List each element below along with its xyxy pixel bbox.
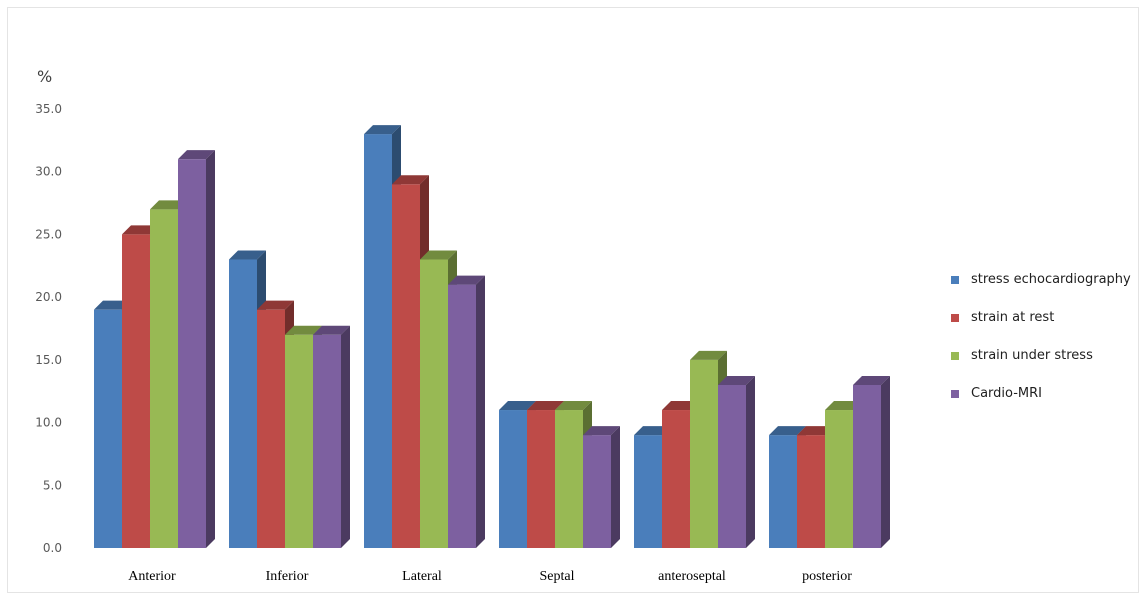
bar-front — [122, 234, 150, 548]
y-axis-label: % — [37, 67, 52, 86]
y-tick-label: 15.0 — [35, 353, 62, 367]
bar-front — [257, 309, 285, 548]
bar-front — [769, 435, 797, 548]
bar-top — [392, 175, 429, 185]
legend-swatch — [951, 276, 959, 284]
bar-front — [94, 309, 122, 548]
bar-top — [420, 250, 457, 260]
bar-side — [341, 325, 350, 548]
legend-swatch — [951, 390, 959, 398]
legend: stress echocardiography strain at rest str… — [951, 272, 1131, 401]
bar-front — [285, 334, 313, 548]
bar — [718, 375, 755, 548]
bar-front — [690, 359, 718, 548]
bar-front — [229, 259, 257, 548]
x-tick-label: posterior — [802, 569, 852, 584]
y-tick-label: 25.0 — [35, 227, 62, 241]
bar-top — [364, 125, 401, 135]
y-tick-label: 20.0 — [35, 290, 62, 304]
bar-top — [229, 250, 266, 260]
bar-side — [881, 375, 890, 548]
bar-top — [150, 200, 187, 210]
bar-top — [769, 426, 806, 436]
x-tick-label: anteroseptal — [658, 569, 726, 584]
bar-top — [634, 426, 671, 436]
bar-front — [392, 184, 420, 548]
bar-front — [662, 410, 690, 548]
bar-front — [313, 334, 341, 548]
bar-top — [662, 401, 699, 411]
bar-top — [583, 426, 620, 436]
bar-top — [122, 225, 159, 235]
bar-top — [448, 275, 485, 285]
bar-top — [257, 300, 294, 310]
legend-swatch — [951, 352, 959, 360]
bar-front — [634, 435, 662, 548]
x-tick-label: Lateral — [402, 569, 442, 584]
bar — [313, 325, 350, 548]
bar — [448, 275, 485, 548]
bar-top — [178, 150, 215, 160]
bar-side — [476, 275, 485, 548]
bar-front — [853, 384, 881, 548]
x-axis-ticks: Anterior Inferior Lateral Septal anterosepta… — [128, 569, 852, 584]
bar-top — [313, 325, 350, 335]
bar — [178, 150, 215, 548]
bar-top — [555, 401, 592, 411]
y-tick-label: 10.0 — [35, 416, 62, 430]
bar-front — [825, 410, 853, 548]
y-tick-label: 0.0 — [43, 541, 62, 555]
bar-side — [206, 150, 215, 548]
bar-top — [690, 350, 727, 360]
bar-top — [499, 401, 536, 411]
chart-frame — [7, 7, 1139, 593]
bar-top — [285, 325, 322, 335]
bar — [583, 426, 620, 548]
y-tick-label: 5.0 — [43, 478, 62, 492]
bar-front — [499, 410, 527, 548]
legend-entry: strain at rest — [971, 310, 1054, 325]
bar-front — [448, 284, 476, 548]
bar-front — [178, 159, 206, 548]
bar-top — [718, 375, 755, 385]
bar — [853, 375, 890, 548]
bar-front — [797, 435, 825, 548]
bar-front — [150, 209, 178, 549]
y-axis-ticks: 0.0 5.0 10.0 15.0 20.0 25.0 30.0 35.0 — [35, 102, 62, 555]
bar-top — [94, 300, 131, 310]
bar-top — [825, 401, 862, 411]
bar-front — [718, 384, 746, 548]
legend-entry: Cardio-MRI — [971, 386, 1042, 401]
y-tick-label: 30.0 — [35, 165, 62, 179]
legend-entry: stress echocardiography — [971, 272, 1131, 287]
bar-top — [797, 426, 834, 436]
bar-front — [527, 410, 555, 548]
bar-top — [853, 375, 890, 385]
bars — [94, 125, 890, 549]
bar-front — [583, 435, 611, 548]
legend-swatch — [951, 314, 959, 322]
x-tick-label: Inferior — [266, 569, 309, 584]
bar-front — [555, 410, 583, 548]
x-tick-label: Septal — [540, 569, 575, 584]
legend-entry: strain under stress — [971, 348, 1093, 363]
bar-side — [611, 426, 620, 548]
x-tick-label: Anterior — [128, 569, 176, 584]
y-tick-label: 35.0 — [35, 102, 62, 116]
bar-side — [746, 375, 755, 548]
bar-front — [420, 259, 448, 548]
bar-front — [364, 134, 392, 549]
bar-top — [527, 401, 564, 411]
